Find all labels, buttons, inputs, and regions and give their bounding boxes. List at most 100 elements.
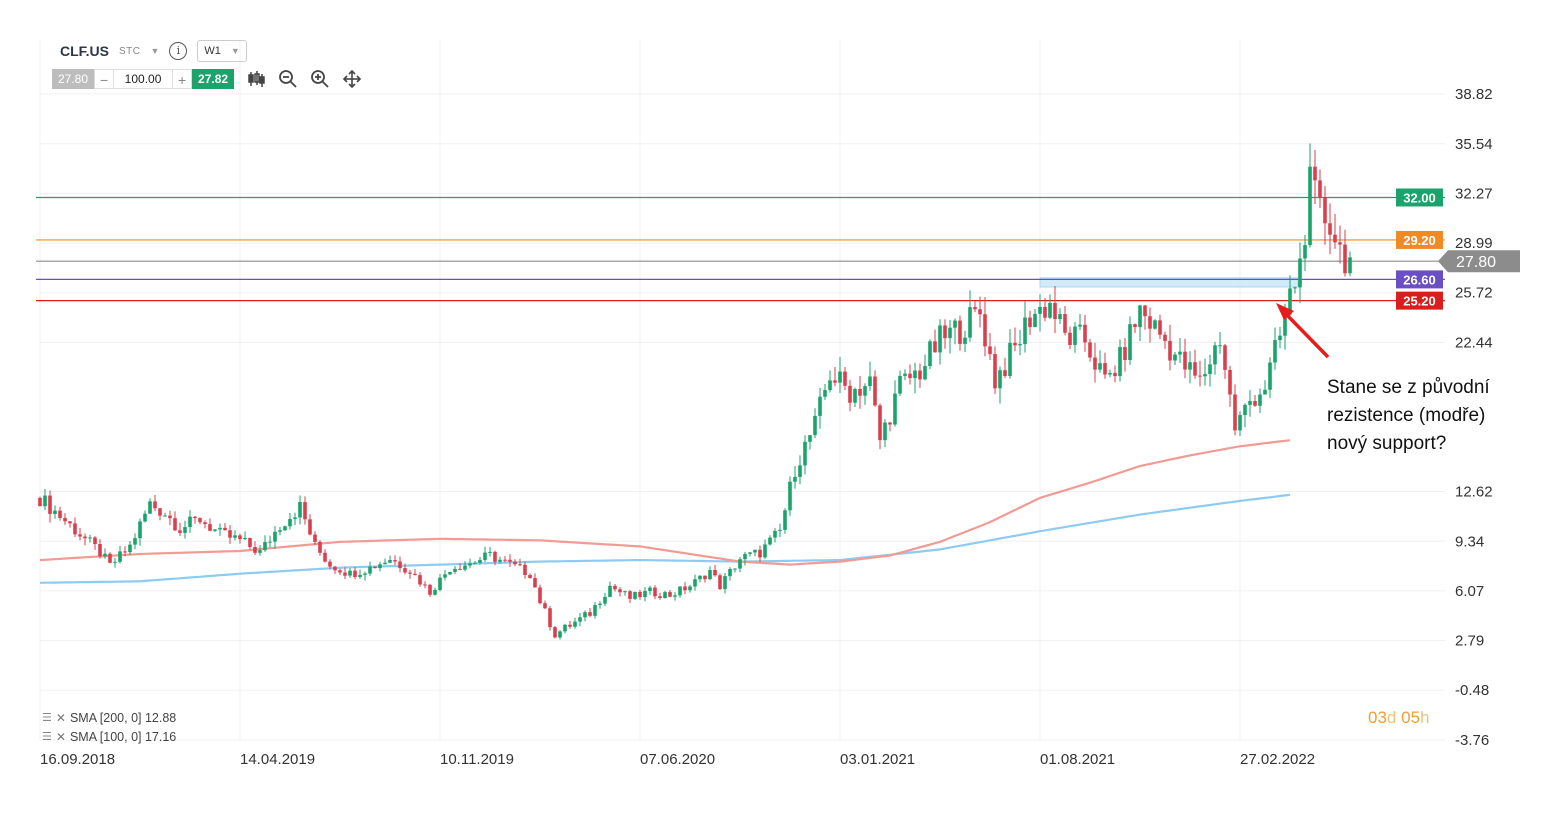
resistance-zone [1039, 277, 1299, 288]
legend-label: SMA [200, 0] 12.88 [69, 711, 177, 725]
candles-icon[interactable] [246, 69, 266, 89]
buy-price-button[interactable]: 27.82 [192, 69, 235, 89]
candle-body [1193, 362, 1197, 376]
candle-body [1198, 375, 1202, 377]
candle-body [318, 541, 322, 553]
decrease-quantity-button[interactable]: − [94, 69, 115, 89]
candle-body [903, 373, 907, 376]
candle-body [243, 537, 247, 540]
candle-body [273, 531, 277, 542]
annotation-arrow [1276, 303, 1330, 359]
candle-body [758, 549, 762, 558]
close-icon[interactable]: ✕ [55, 711, 66, 725]
zoom-in-icon[interactable] [310, 69, 330, 89]
candle-body [1243, 404, 1247, 415]
candle-body [913, 370, 917, 379]
close-icon[interactable]: ✕ [55, 730, 66, 744]
x-tick-label: 14.04.2019 [240, 751, 315, 768]
candle-body [148, 501, 152, 514]
candle-body [778, 529, 782, 531]
candle-body [1328, 223, 1332, 235]
info-icon[interactable]: i [169, 42, 188, 60]
candle-body [373, 566, 377, 569]
candle-body [248, 537, 252, 547]
candle-body [38, 497, 42, 507]
candle-body [533, 578, 537, 588]
arrow-head [1276, 303, 1294, 320]
candle-body [128, 544, 132, 553]
candle-body [1263, 389, 1267, 395]
candle-body [103, 553, 107, 557]
candle-body [1088, 342, 1092, 358]
time-axis: 16.09.2018 14.04.2019 10.11.2019 07.06.2020… [40, 751, 1315, 768]
candle-body [548, 608, 552, 628]
candle-body [528, 574, 532, 579]
x-tick-label: 07.06.2020 [640, 751, 715, 768]
candle-body [1098, 363, 1102, 370]
candle-body [923, 366, 927, 380]
candle-body [898, 375, 902, 394]
annotation-line: rezistence (modře) [1327, 405, 1486, 426]
candle-body [1163, 334, 1167, 341]
timeframe-select[interactable]: W1 ▼ [197, 40, 247, 62]
candle-body [893, 393, 897, 425]
candle-body [1003, 370, 1007, 376]
candle-body [448, 571, 452, 575]
y-tick-label: 22.44 [1455, 335, 1493, 352]
candle-body [1123, 347, 1127, 361]
candle-body [808, 435, 812, 442]
y-tick-label: 12.62 [1455, 483, 1493, 500]
candle-body [543, 603, 547, 609]
candle-body [588, 612, 592, 616]
candle-body [1148, 316, 1152, 329]
y-tick-label: 28.99 [1455, 235, 1493, 252]
zoom-out-icon[interactable] [278, 69, 298, 89]
candle-body [398, 561, 402, 569]
candle-body [438, 577, 442, 591]
candle-body [813, 415, 817, 436]
candle-body [1283, 314, 1287, 336]
candle-body [253, 546, 257, 553]
annotation-line: nový support? [1327, 433, 1447, 454]
instrument-type[interactable]: STC [119, 45, 141, 57]
candle-body [708, 569, 712, 580]
candle-body [88, 537, 92, 539]
current-price-tag [1438, 250, 1520, 273]
settings-icon[interactable]: ☰ [42, 712, 52, 724]
candle-body [703, 575, 707, 580]
quantity-input[interactable]: 100.00 [114, 69, 173, 89]
x-tick-label: 01.08.2021 [1040, 751, 1115, 768]
candle-body [483, 552, 487, 560]
candle-body [598, 603, 602, 606]
candle-body [1218, 345, 1222, 347]
sell-price-button[interactable]: 27.80 [52, 69, 95, 89]
candle-body [683, 586, 687, 591]
candle-body [653, 587, 657, 597]
countdown-days-unit: d [1386, 708, 1397, 727]
candle-body [618, 589, 622, 593]
candle-body [933, 341, 937, 353]
candle-body [998, 370, 1002, 389]
candle-body [738, 559, 742, 569]
y-tick-label: 9.34 [1455, 533, 1484, 550]
candle-body [73, 523, 77, 535]
candle-body [188, 516, 192, 528]
candle-body [108, 553, 112, 563]
move-icon[interactable] [342, 69, 362, 89]
candle-body [953, 320, 957, 328]
candle-body [198, 518, 202, 523]
candle-body [393, 560, 397, 562]
price-tags: 32.00 29.20 27.80 26.60 25.20 [1396, 188, 1520, 310]
symbol-label[interactable]: CLF.US [60, 43, 109, 59]
increase-quantity-button[interactable]: + [172, 69, 193, 89]
candle-body [1013, 342, 1017, 346]
candle-body [648, 587, 652, 592]
y-tick-label: 2.79 [1455, 633, 1484, 650]
candle-body [873, 376, 877, 406]
candle-body [1038, 306, 1042, 314]
chevron-down-icon[interactable]: ▼ [150, 46, 160, 56]
timeframe-value: W1 [204, 45, 221, 57]
chart-toolbar: CLF.US STC ▼ i W1 ▼ [60, 40, 247, 62]
settings-icon[interactable]: ☰ [42, 731, 52, 743]
